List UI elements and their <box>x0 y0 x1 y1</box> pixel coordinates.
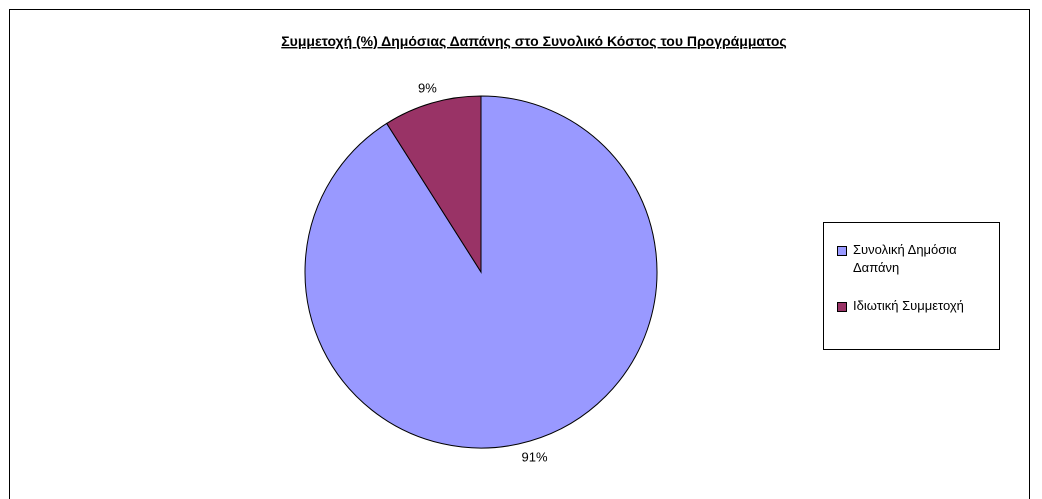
legend-item-private-participation: Ιδιωτική Συμμετοχή <box>837 297 993 315</box>
pie-value-labels: 91% 9% <box>418 81 548 465</box>
chart-title: Συμμετοχή (%) Δημόσιας Δαπάνης στο Συνολ… <box>281 33 786 49</box>
pie-slice-public-expenditure <box>304 95 658 449</box>
legend-item-public-expenditure: Συνολική Δημόσια Δαπάνη <box>837 241 993 277</box>
pie-slices <box>304 95 658 449</box>
chart-legend: Συνολική Δημόσια Δαπάνη Ιδιωτική Συμμετο… <box>823 222 1000 350</box>
pie-label-public-expenditure: 91% <box>522 449 548 464</box>
legend-label-public: Συνολική Δημόσια Δαπάνη <box>853 242 957 275</box>
pie-slice-private-participation <box>386 95 482 274</box>
legend-label-private: Ιδιωτική Συμμετοχή <box>853 298 964 313</box>
legend-swatch-public <box>837 246 847 256</box>
legend-swatch-private <box>837 302 847 312</box>
pie-label-private-participation: 9% <box>418 81 437 96</box>
